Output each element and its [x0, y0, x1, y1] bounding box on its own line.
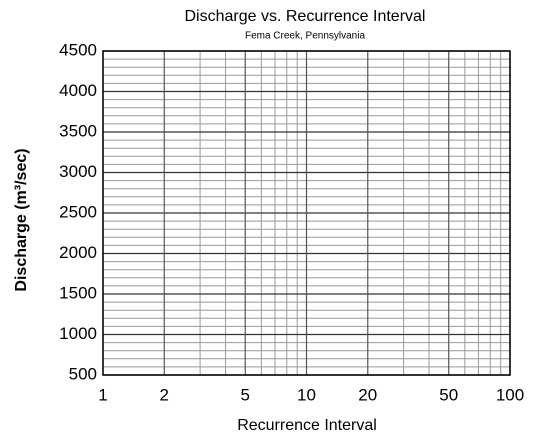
x-tick-label: 2	[160, 385, 169, 404]
x-tick-label: 1	[98, 385, 107, 404]
chart-title: Discharge vs. Recurrence Interval	[185, 8, 426, 25]
y-tick-label: 2500	[59, 202, 97, 221]
y-tick-label: 3500	[59, 121, 97, 140]
y-tick-label: 4500	[59, 40, 97, 59]
y-tick-label: 2000	[59, 243, 97, 262]
y-axis-label: Discharge (m³/sec)	[13, 148, 30, 291]
x-tick-label: 50	[439, 385, 458, 404]
y-tick-label: 500	[69, 364, 97, 383]
chart-subtitle: Fema Creek, Pennsylvania	[245, 31, 365, 42]
x-tick-label: 5	[241, 385, 250, 404]
plot-frame	[102, 50, 511, 376]
x-axis-label: Recurrence Interval	[237, 417, 377, 434]
y-tick-label: 4000	[59, 81, 97, 100]
x-tick-label: 20	[358, 385, 377, 404]
y-tick-label: 1500	[59, 283, 97, 302]
y-tick-label: 1000	[59, 324, 97, 343]
x-tick-label: 10	[297, 385, 316, 404]
x-tick-label: 100	[496, 385, 524, 404]
y-tick-label: 3000	[59, 162, 97, 181]
